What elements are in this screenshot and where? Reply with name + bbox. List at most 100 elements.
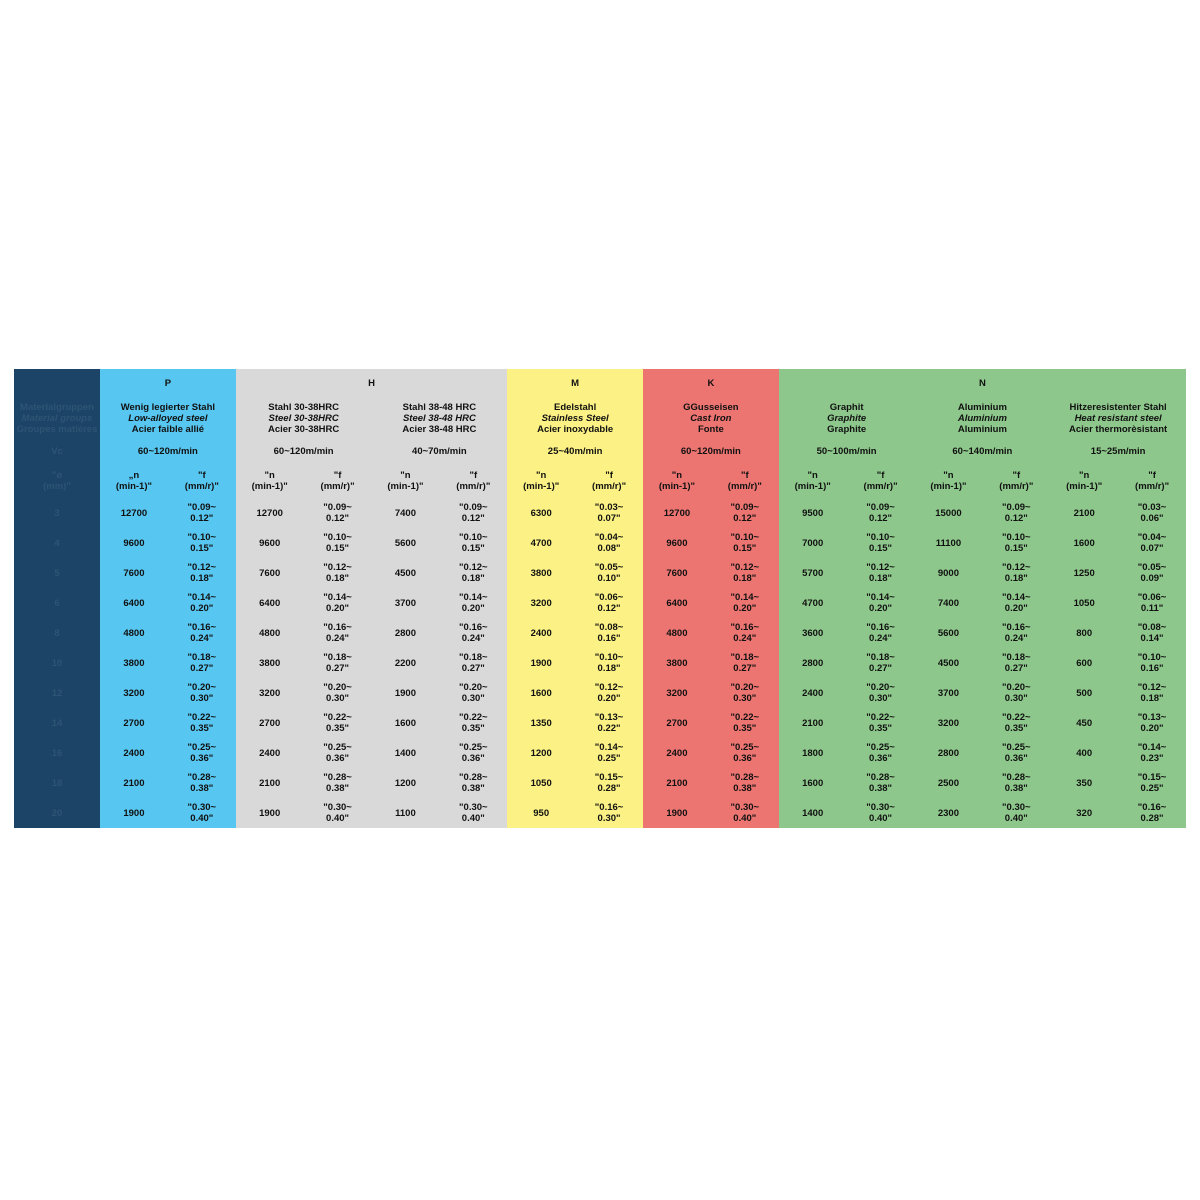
- rpm-value: 3700: [937, 687, 959, 699]
- material-name: Stahl 38-48 HRC Steel 38-48 HRC Acier 38-4…: [372, 397, 508, 440]
- rpm-value: 1600: [394, 717, 416, 729]
- feed-value: "0.10~ 0.15": [1002, 532, 1031, 554]
- material-name-fr: Acier faible allié: [131, 424, 205, 435]
- feed-value: "0.20~ 0.30": [187, 682, 217, 704]
- feed-value: "0.25~ 0.36": [459, 742, 488, 764]
- rpm-value: 12700: [120, 507, 148, 519]
- rpm-value: 4500: [394, 567, 416, 579]
- material-name-en: Steel 30-38HRC: [268, 413, 339, 424]
- material-name-de: Edelstahl: [554, 402, 597, 413]
- rpm-value: 1100: [395, 807, 416, 819]
- rpm-value: 2100: [1073, 507, 1095, 519]
- material-name: Aluminium Aluminium Aluminium: [915, 397, 1051, 440]
- feed-value: "0.10~ 0.15": [866, 532, 895, 554]
- material-name-de: Wenig legierter Stahl: [120, 402, 216, 413]
- feed-value: "0.13~ 0.20": [1137, 712, 1167, 734]
- material-name-fr: Aluminium: [957, 424, 1007, 435]
- material-name-de: Stahl 30-38HRC: [268, 402, 339, 413]
- rpm-value: 9600: [666, 537, 688, 549]
- rpm-header: "n (min-1)": [523, 469, 560, 492]
- feed-value: "0.14~ 0.20": [187, 592, 217, 614]
- feed-value: "0.25~ 0.36": [1002, 742, 1031, 764]
- material-name-de: Stahl 38-48 HRC: [402, 402, 477, 413]
- feed-value: "0.10~ 0.18": [594, 652, 624, 674]
- feed-value: "0.09~ 0.12": [323, 502, 352, 524]
- feed-value: "0.05~ 0.10": [594, 562, 624, 584]
- rpm-value: 1350: [530, 717, 552, 729]
- feed-value: "0.22~ 0.35": [1002, 712, 1031, 734]
- rpm-value: 3200: [937, 717, 959, 729]
- feed-value: "0.06~ 0.12": [594, 592, 624, 614]
- feed-value: "0.22~ 0.35": [187, 712, 217, 734]
- rpm-value: 1800: [802, 747, 824, 759]
- group-K-background: [643, 369, 779, 828]
- feed-value: "0.12~ 0.18": [866, 562, 895, 584]
- feed-value: "0.20~ 0.30": [730, 682, 760, 704]
- feed-value: "0.30~ 0.40": [323, 802, 352, 824]
- diameter-value: 12: [51, 687, 63, 699]
- feed-value: "0.25~ 0.36": [730, 742, 760, 764]
- rpm-value: 450: [1076, 717, 1093, 729]
- rpm-value: 15000: [935, 507, 962, 519]
- cutting-speed: 40~70m/min: [412, 446, 467, 457]
- rpm-value: 4800: [666, 627, 688, 639]
- rpm-value: 6300: [530, 507, 552, 519]
- material-name-fr: Graphite: [827, 424, 867, 435]
- feed-value: "0.14~ 0.20": [323, 592, 352, 614]
- material-name-en: Cast Iron: [690, 413, 732, 424]
- rpm-value: 2100: [259, 777, 281, 789]
- feed-value: "0.30~ 0.40": [1002, 802, 1031, 824]
- rpm-value: 400: [1076, 747, 1093, 759]
- material-name-en: Graphite: [827, 413, 867, 424]
- feed-value: "0.18~ 0.27": [459, 652, 488, 674]
- rpm-value: 3700: [394, 597, 416, 609]
- rpm-value: 2400: [259, 747, 281, 759]
- feed-value: "0.08~ 0.14": [1137, 622, 1167, 644]
- material-groups-label-fr: Groupes matières: [16, 424, 98, 435]
- rpm-value: 2800: [394, 627, 416, 639]
- feed-value: "0.15~ 0.28": [594, 772, 624, 794]
- vc-label: Vc: [51, 446, 63, 457]
- cutting-speed: 25~40m/min: [547, 446, 603, 457]
- rpm-value: 1600: [1073, 537, 1095, 549]
- feed-value: "0.28~ 0.38": [730, 772, 760, 794]
- rpm-value: 7600: [666, 567, 688, 579]
- cutting-speed: 60~120m/min: [273, 446, 334, 457]
- rpm-value: 1400: [802, 807, 824, 819]
- cutting-speed: 50~100m/min: [816, 446, 877, 457]
- diameter-value: 6: [54, 597, 60, 609]
- feed-header: "f (mm/r)": [184, 469, 219, 492]
- rpm-header: "n (min-1)": [387, 469, 424, 492]
- rpm-value: 3600: [802, 627, 824, 639]
- cutting-speed: 15~25m/min: [1090, 446, 1146, 457]
- feed-value: "0.22~ 0.35": [459, 712, 488, 734]
- feed-value: "0.10~ 0.16": [1137, 652, 1167, 674]
- material-name-en: Low-alloyed steel: [128, 413, 208, 424]
- rpm-value: 950: [533, 807, 550, 819]
- feed-value: "0.16~ 0.24": [866, 622, 895, 644]
- feed-value: "0.18~ 0.27": [323, 652, 352, 674]
- feed-value: "0.04~ 0.07": [1137, 532, 1167, 554]
- rpm-value: 1600: [802, 777, 824, 789]
- feed-value: "0.09~ 0.12": [459, 502, 488, 524]
- feed-value: "0.13~ 0.22": [594, 712, 624, 734]
- feed-value: "0.10~ 0.15": [323, 532, 352, 554]
- feed-value: "0.12~ 0.20": [594, 682, 624, 704]
- feed-value: "0.22~ 0.35": [323, 712, 352, 734]
- group-letter-N: N: [978, 377, 986, 389]
- feed-header: "f (mm/r)": [727, 469, 762, 492]
- rpm-value: 4800: [123, 627, 145, 639]
- feed-value: "0.14~ 0.23": [1137, 742, 1167, 764]
- group-H-background: [235, 369, 508, 828]
- cutting-speed: 60~120m/min: [680, 446, 741, 457]
- feed-value: "0.12~ 0.18": [1137, 682, 1167, 704]
- feed-value: "0.14~ 0.25": [594, 742, 624, 764]
- rpm-value: 6400: [123, 597, 145, 609]
- feed-value: "0.12~ 0.18": [1002, 562, 1031, 584]
- rpm-value: 500: [1076, 687, 1093, 699]
- material-groups-label-de: Materialgruppen: [20, 402, 94, 413]
- rpm-value: 1250: [1073, 567, 1095, 579]
- material-name-de: Hitzeresistenter Stahl: [1069, 402, 1167, 413]
- material-name-fr: Acier thermorèsistant: [1069, 424, 1168, 435]
- rpm-value: 1050: [1073, 597, 1095, 609]
